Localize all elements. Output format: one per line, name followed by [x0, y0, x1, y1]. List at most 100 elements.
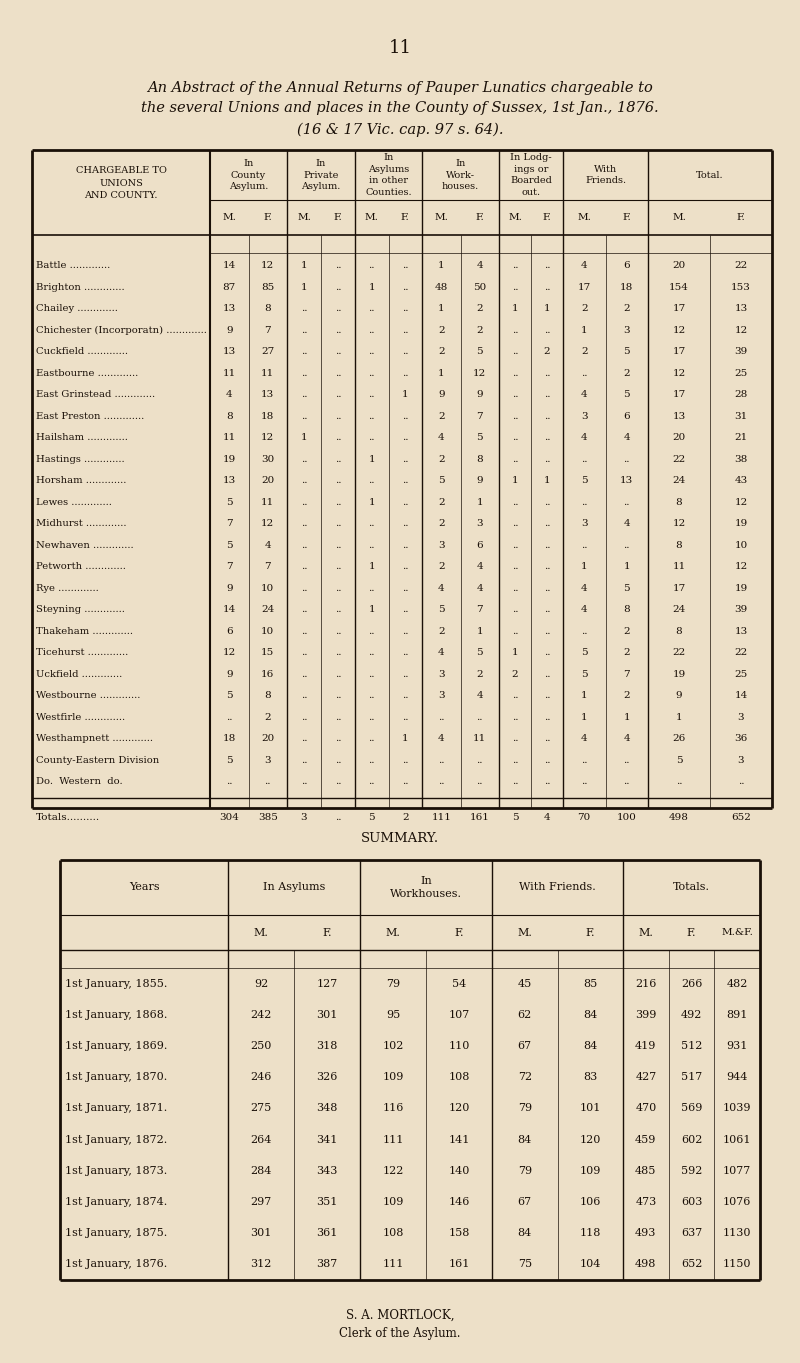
Text: ..: ..: [334, 262, 342, 270]
Text: ..: ..: [402, 649, 409, 657]
Text: 67: 67: [518, 1041, 532, 1051]
Text: 9: 9: [226, 326, 233, 335]
Text: In
Workhouses.: In Workhouses.: [390, 876, 462, 900]
Text: 13: 13: [734, 304, 748, 313]
Text: 1st January, 1868.: 1st January, 1868.: [65, 1010, 167, 1020]
Text: 9: 9: [477, 476, 483, 485]
Text: 470: 470: [635, 1104, 657, 1114]
Text: ..: ..: [402, 326, 409, 335]
Text: 12: 12: [672, 519, 686, 529]
Text: 5: 5: [438, 476, 445, 485]
Text: ..: ..: [544, 412, 550, 421]
Text: 2: 2: [544, 348, 550, 356]
Text: 1: 1: [402, 390, 409, 399]
Text: 275: 275: [250, 1104, 272, 1114]
Text: 8: 8: [623, 605, 630, 615]
Text: 11: 11: [473, 735, 486, 743]
Text: 1061: 1061: [723, 1134, 751, 1145]
Text: Uckfield .............: Uckfield .............: [36, 669, 122, 679]
Text: ..: ..: [369, 433, 375, 442]
Text: 120: 120: [579, 1134, 601, 1145]
Text: 79: 79: [386, 979, 400, 988]
Text: ..: ..: [402, 433, 409, 442]
Text: ..: ..: [512, 369, 518, 378]
Text: 120: 120: [448, 1104, 470, 1114]
Text: ..: ..: [512, 412, 518, 421]
Text: ..: ..: [512, 326, 518, 335]
Text: 11: 11: [222, 369, 236, 378]
Text: ..: ..: [369, 755, 375, 765]
Text: 1: 1: [623, 713, 630, 722]
Text: 1st January, 1869.: 1st January, 1869.: [65, 1041, 167, 1051]
Text: M.&F.: M.&F.: [722, 928, 753, 936]
Text: 102: 102: [382, 1041, 404, 1051]
Text: 9: 9: [226, 669, 233, 679]
Text: 43: 43: [734, 476, 748, 485]
Text: 1: 1: [544, 476, 550, 485]
Text: ..: ..: [301, 390, 307, 399]
Text: M.: M.: [508, 213, 522, 222]
Text: 12: 12: [261, 262, 274, 270]
Text: In Asylums: In Asylums: [263, 882, 325, 893]
Text: 18: 18: [261, 412, 274, 421]
Text: ..: ..: [544, 262, 550, 270]
Text: 473: 473: [635, 1197, 657, 1208]
Text: 4: 4: [477, 262, 483, 270]
Text: 85: 85: [261, 282, 274, 292]
Text: ..: ..: [369, 412, 375, 421]
Text: ..: ..: [402, 541, 409, 549]
Text: 17: 17: [578, 282, 591, 292]
Text: 20: 20: [672, 433, 686, 442]
Text: ..: ..: [334, 412, 342, 421]
Text: ..: ..: [334, 583, 342, 593]
Text: ..: ..: [334, 348, 342, 356]
Text: 1039: 1039: [723, 1104, 751, 1114]
Text: ..: ..: [301, 326, 307, 335]
Text: 17: 17: [672, 304, 686, 313]
Text: ..: ..: [369, 262, 375, 270]
Text: 8: 8: [265, 691, 271, 701]
Text: ..: ..: [226, 713, 233, 722]
Text: 4: 4: [581, 390, 587, 399]
Text: ..: ..: [334, 304, 342, 313]
Text: In
Private
Asylum.: In Private Asylum.: [302, 159, 341, 191]
Text: 250: 250: [250, 1041, 272, 1051]
Text: ..: ..: [544, 777, 550, 786]
Text: 108: 108: [382, 1228, 404, 1238]
Text: In Lodg-
ings or
Boarded
out.: In Lodg- ings or Boarded out.: [510, 153, 552, 196]
Text: 1: 1: [512, 304, 518, 313]
Text: 24: 24: [672, 605, 686, 615]
Text: Totals.: Totals.: [673, 882, 710, 893]
Text: ..: ..: [544, 390, 550, 399]
Text: 85: 85: [583, 979, 598, 988]
Text: 20: 20: [672, 262, 686, 270]
Text: Ticehurst .............: Ticehurst .............: [36, 649, 128, 657]
Text: 13: 13: [734, 627, 748, 635]
Text: 1: 1: [301, 433, 307, 442]
Text: 1: 1: [369, 282, 375, 292]
Text: 22: 22: [672, 455, 686, 463]
Text: In
County
Asylum.: In County Asylum.: [229, 159, 268, 191]
Text: M.: M.: [638, 927, 654, 938]
Text: 297: 297: [250, 1197, 272, 1208]
Text: ..: ..: [301, 777, 307, 786]
Text: 1: 1: [369, 497, 375, 507]
Text: 106: 106: [579, 1197, 601, 1208]
Text: ..: ..: [581, 755, 587, 765]
Text: 1: 1: [438, 304, 445, 313]
Text: 7: 7: [623, 669, 630, 679]
Text: ..: ..: [334, 669, 342, 679]
Text: 1st January, 1876.: 1st January, 1876.: [65, 1259, 167, 1269]
Text: 4: 4: [477, 563, 483, 571]
Text: 11: 11: [261, 369, 274, 378]
Text: ..: ..: [512, 541, 518, 549]
Text: 498: 498: [635, 1259, 657, 1269]
Text: ..: ..: [301, 691, 307, 701]
Text: 3: 3: [738, 713, 744, 722]
Text: ..: ..: [334, 369, 342, 378]
Text: ..: ..: [301, 669, 307, 679]
Text: 4: 4: [623, 735, 630, 743]
Text: F.: F.: [322, 927, 332, 938]
Text: ..: ..: [402, 713, 409, 722]
Text: 48: 48: [434, 282, 448, 292]
